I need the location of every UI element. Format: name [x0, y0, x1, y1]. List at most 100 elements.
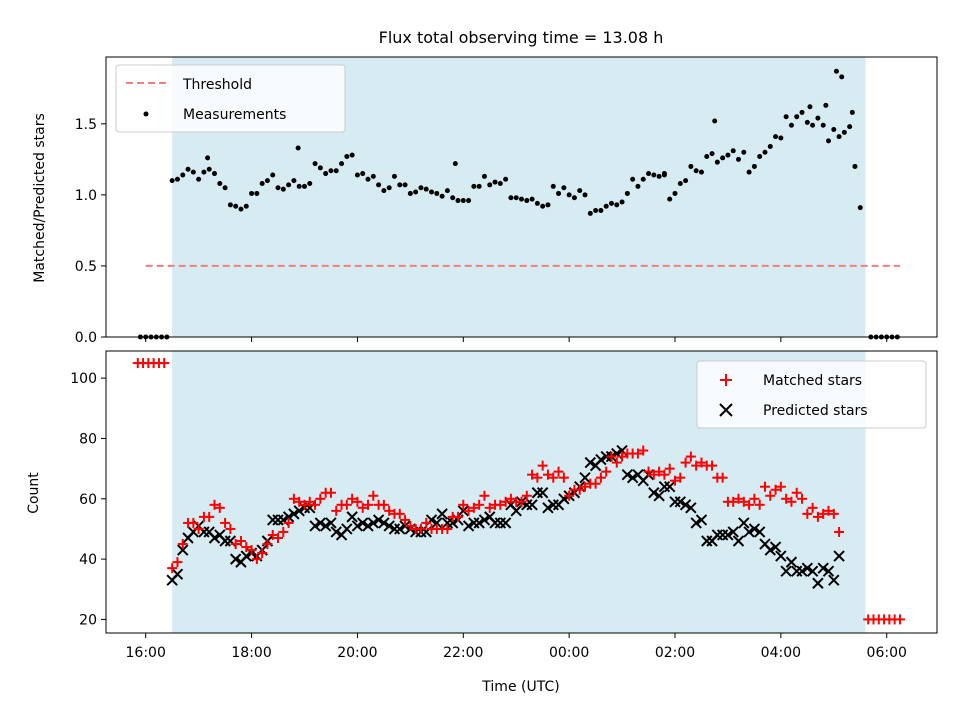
- measurement-point: [519, 196, 524, 202]
- measurement-point: [280, 186, 286, 192]
- measurement-point: [503, 176, 509, 182]
- matched-star-point: [617, 451, 628, 462]
- measurement-point: [323, 171, 329, 177]
- measurement-point: [360, 171, 366, 177]
- measurement-point: [823, 102, 829, 108]
- matched-star-point: [167, 563, 178, 574]
- matched-star-point: [797, 493, 808, 504]
- matched-star-point: [315, 493, 326, 504]
- measurement-point: [439, 193, 445, 199]
- matched-star-point: [400, 514, 411, 525]
- predicted-star-point: [510, 505, 522, 517]
- predicted-star-point: [743, 526, 755, 538]
- measurement-point: [259, 180, 265, 186]
- measurement-point: [635, 183, 641, 189]
- measurement-point: [556, 190, 562, 196]
- matched-star-point: [749, 493, 760, 504]
- matched-star-point: [241, 542, 252, 553]
- matched-star-point: [611, 457, 622, 468]
- measurement-point: [582, 192, 588, 198]
- predicted-star-point: [796, 565, 808, 577]
- count-y-ticks: 20 40 60 80 100: [70, 371, 106, 628]
- measurement-point: [849, 109, 855, 115]
- measurement-point: [608, 200, 614, 206]
- measurement-point: [778, 135, 784, 141]
- predicted-star-point: [685, 502, 697, 514]
- matched-star-point: [696, 457, 707, 468]
- matched-star-point: [733, 493, 744, 504]
- measurement-point: [804, 119, 810, 125]
- measurement-point: [646, 171, 652, 177]
- predicted-star-point: [499, 517, 512, 529]
- matched-star-point: [770, 484, 781, 495]
- measurement-point: [757, 153, 763, 159]
- predicted-star-point: [690, 517, 702, 529]
- measurement-point: [566, 192, 572, 198]
- chart-title: Flux total observing time = 13.08 h: [379, 28, 664, 47]
- predicted-star-point: [436, 508, 448, 520]
- measurement-point: [466, 198, 472, 204]
- matched-star-point: [775, 481, 786, 492]
- matched-star-point: [754, 499, 765, 510]
- predicted-star-point: [399, 520, 411, 532]
- measurement-point: [434, 190, 440, 196]
- measurement-point: [492, 179, 498, 185]
- matched-star-point: [188, 517, 199, 528]
- predicted-star-point: [679, 499, 692, 511]
- measurement-point: [497, 180, 503, 186]
- measurement-point: [418, 185, 424, 191]
- x-tick-label: 00:00: [549, 645, 589, 661]
- measurement-point: [391, 173, 397, 179]
- measurement-point: [836, 134, 842, 140]
- matched-star-point: [278, 526, 289, 537]
- predicted-star-point: [764, 544, 776, 556]
- predicted-star-point: [367, 517, 380, 529]
- measurement-point: [831, 126, 837, 132]
- matched-star-point: [209, 499, 220, 510]
- measurement-point: [254, 190, 260, 196]
- predicted-star-point: [595, 453, 607, 466]
- measurement-point: [762, 149, 768, 155]
- measurement-point: [169, 178, 175, 184]
- measurement-point: [852, 163, 858, 169]
- predicted-star-point: [372, 514, 385, 526]
- matched-star-point: [894, 614, 905, 625]
- matched-star-point: [294, 496, 305, 507]
- predicted-star-point: [446, 517, 459, 529]
- matched-star-point: [159, 358, 170, 369]
- measurement-point: [471, 183, 477, 189]
- predicted-star-point: [462, 520, 475, 532]
- measurement-point: [365, 176, 371, 182]
- measurement-point: [773, 134, 779, 140]
- measurement-point: [767, 144, 773, 150]
- measurement-point: [264, 178, 270, 184]
- ratio-legend-box: [115, 64, 346, 133]
- matched-star-point: [659, 469, 670, 480]
- matched-star-point: [834, 526, 845, 537]
- predicted-star-point: [325, 517, 337, 529]
- measurement-point: [656, 173, 662, 179]
- count-panel: 20 40 60 80 100 16:00 18:00 20:00 22:00 00:00 02:…: [26, 350, 938, 695]
- matched-star-point: [548, 472, 559, 483]
- measurement-point: [397, 182, 403, 188]
- measurement-point: [249, 190, 255, 196]
- y-tick-label: 1.5: [75, 117, 97, 133]
- matched-star-point: [505, 493, 516, 504]
- matched-star-point: [363, 499, 374, 510]
- matched-star-point: [225, 523, 236, 534]
- measurement-point: [746, 169, 752, 175]
- measurement-point: [205, 155, 211, 161]
- measurement-point: [677, 180, 683, 186]
- measurement-point: [333, 168, 339, 174]
- predicted-star-point: [833, 550, 845, 562]
- measurement-point: [683, 178, 689, 184]
- measurement-point: [452, 161, 458, 167]
- predicted-star-point: [293, 505, 305, 517]
- matched-star-point: [204, 511, 215, 522]
- measurement-point: [751, 163, 757, 169]
- measurement-point: [847, 124, 853, 130]
- measurement-point: [815, 115, 821, 121]
- measurement-point: [709, 151, 715, 157]
- predicted-star-point: [822, 565, 835, 577]
- measurement-point: [386, 185, 392, 191]
